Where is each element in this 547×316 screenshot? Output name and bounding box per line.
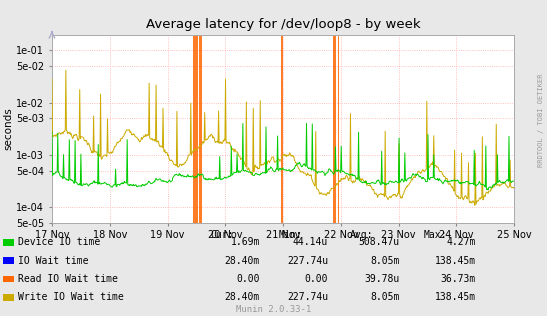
Text: Read IO Wait time: Read IO Wait time xyxy=(18,274,118,284)
Text: 28.40m: 28.40m xyxy=(225,256,260,266)
Text: 28.40m: 28.40m xyxy=(225,292,260,302)
Text: 508.47u: 508.47u xyxy=(358,237,399,247)
Text: 44.14u: 44.14u xyxy=(293,237,328,247)
Text: Munin 2.0.33-1: Munin 2.0.33-1 xyxy=(236,306,311,314)
Bar xyxy=(193,35,197,223)
Text: 138.45m: 138.45m xyxy=(435,292,476,302)
Text: 4.27m: 4.27m xyxy=(446,237,476,247)
Text: 138.45m: 138.45m xyxy=(435,256,476,266)
Text: 8.05m: 8.05m xyxy=(370,292,399,302)
Text: Device IO time: Device IO time xyxy=(18,237,100,247)
Text: Min:: Min: xyxy=(279,230,302,240)
Text: 39.78u: 39.78u xyxy=(364,274,399,284)
Text: Avg:: Avg: xyxy=(350,230,374,240)
Text: 227.74u: 227.74u xyxy=(287,292,328,302)
Text: Write IO Wait time: Write IO Wait time xyxy=(18,292,123,302)
Text: IO Wait time: IO Wait time xyxy=(18,256,88,266)
Y-axis label: seconds: seconds xyxy=(3,107,14,150)
Text: Cur:: Cur: xyxy=(211,230,234,240)
Text: 0.00: 0.00 xyxy=(236,274,260,284)
Text: RRDTOOL / TOBI OETIKER: RRDTOOL / TOBI OETIKER xyxy=(538,73,544,167)
Text: Max:: Max: xyxy=(424,230,447,240)
Text: 8.05m: 8.05m xyxy=(370,256,399,266)
Text: 227.74u: 227.74u xyxy=(287,256,328,266)
Text: 36.73m: 36.73m xyxy=(441,274,476,284)
Text: 0.00: 0.00 xyxy=(305,274,328,284)
Text: 1.69m: 1.69m xyxy=(230,237,260,247)
Bar xyxy=(281,35,283,223)
Title: Average latency for /dev/loop8 - by week: Average latency for /dev/loop8 - by week xyxy=(146,18,421,31)
Bar xyxy=(333,35,336,223)
Bar xyxy=(199,35,202,223)
Bar xyxy=(337,35,340,223)
